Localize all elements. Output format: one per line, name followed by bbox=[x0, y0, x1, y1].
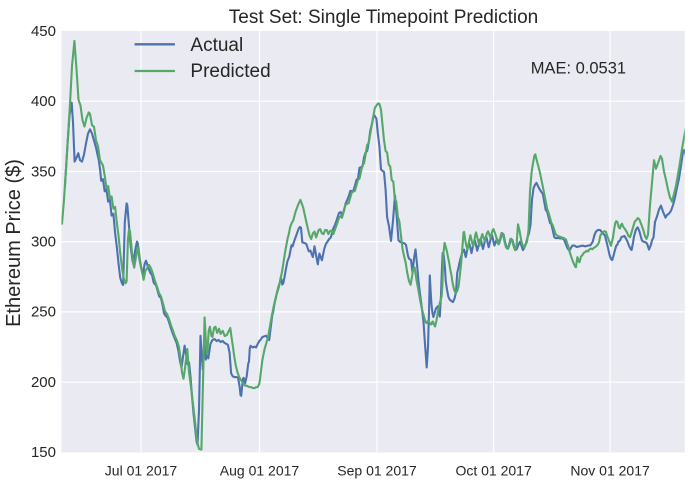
svg-text:150: 150 bbox=[31, 444, 56, 461]
svg-text:200: 200 bbox=[31, 374, 56, 391]
svg-text:Actual: Actual bbox=[190, 35, 243, 56]
svg-text:Jul 01 2017: Jul 01 2017 bbox=[105, 463, 178, 479]
svg-text:Predicted: Predicted bbox=[190, 61, 270, 82]
svg-text:350: 350 bbox=[31, 163, 56, 180]
svg-text:250: 250 bbox=[31, 304, 56, 321]
svg-text:Nov 01 2017: Nov 01 2017 bbox=[570, 463, 650, 479]
svg-text:Oct 01 2017: Oct 01 2017 bbox=[455, 463, 531, 479]
svg-text:Ethereum Price ($): Ethereum Price ($) bbox=[3, 159, 25, 327]
svg-text:Test Set: Single Timepoint Pre: Test Set: Single Timepoint Prediction bbox=[229, 7, 538, 28]
svg-text:Sep 01 2017: Sep 01 2017 bbox=[337, 463, 417, 479]
svg-text:MAE: 0.0531: MAE: 0.0531 bbox=[531, 60, 626, 78]
svg-text:Aug 01 2017: Aug 01 2017 bbox=[220, 463, 300, 479]
svg-text:400: 400 bbox=[31, 93, 56, 110]
svg-text:450: 450 bbox=[31, 23, 56, 40]
svg-text:300: 300 bbox=[31, 234, 56, 251]
